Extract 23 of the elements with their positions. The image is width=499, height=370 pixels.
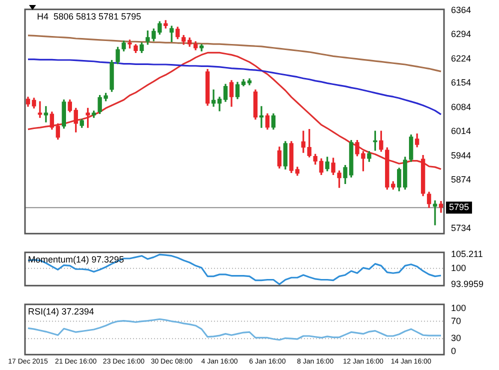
candlestick bbox=[259, 106, 264, 128]
y-tick-label: 100 bbox=[451, 262, 466, 273]
y-tick-label: 6154 bbox=[451, 78, 472, 88]
y-tick-label: 5734 bbox=[451, 223, 472, 234]
y-tick-label: 70 bbox=[451, 316, 462, 326]
y-tick-label: 6364 bbox=[451, 4, 472, 15]
chart-title: H4 5806 5813 5781 5795 bbox=[37, 11, 142, 22]
chart-title: RSI(14) 37.2394 bbox=[28, 306, 94, 316]
y-tick-label: 100 bbox=[451, 302, 466, 313]
y-tick-label: 30 bbox=[451, 333, 462, 344]
ref-line-label: 5795 bbox=[449, 202, 470, 212]
candlestick bbox=[38, 101, 42, 118]
y-tick-label: 6014 bbox=[451, 126, 472, 136]
y-tick-label: 6294 bbox=[451, 29, 472, 40]
y-tick-label: 6224 bbox=[451, 53, 472, 64]
y-tick-label: 6084 bbox=[451, 102, 472, 112]
y-tick-label: 0 bbox=[451, 346, 456, 356]
candlestick bbox=[44, 106, 48, 122]
y-tick-label: 5874 bbox=[451, 174, 472, 185]
y-tick-label: 105.211 bbox=[451, 248, 483, 259]
chart-title: Momentum(14) 97.3295 bbox=[28, 254, 124, 264]
y-tick-label: 5944 bbox=[451, 150, 472, 160]
y-tick-label: 93.9959 bbox=[451, 278, 484, 289]
